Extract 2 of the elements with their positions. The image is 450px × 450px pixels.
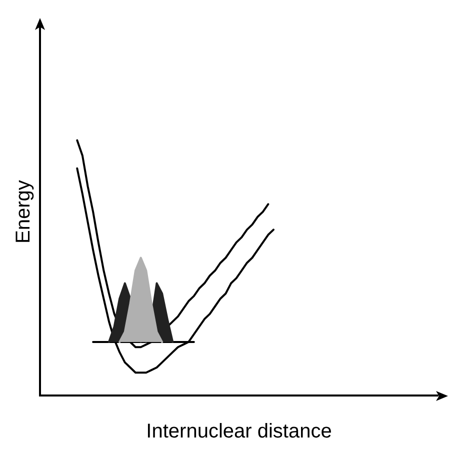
y-axis-title: Energy [12,180,35,244]
x-axis-title: Internuclear distance [146,420,332,443]
